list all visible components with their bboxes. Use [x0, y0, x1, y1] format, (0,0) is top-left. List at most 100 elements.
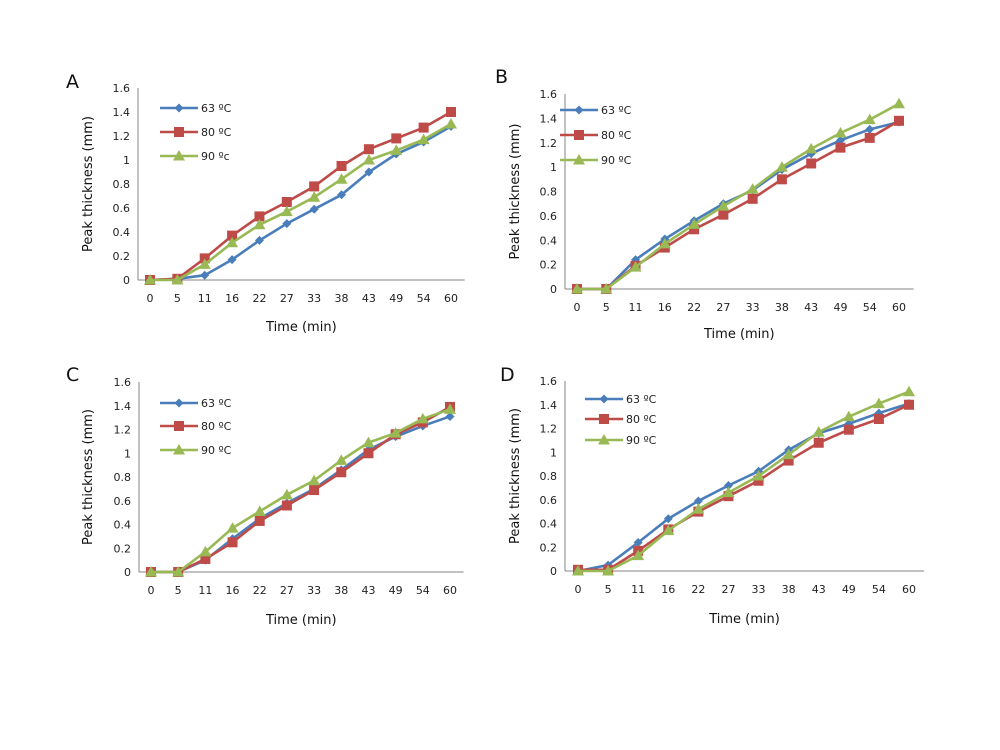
x-tick-label: 16 [226, 584, 240, 597]
legend-marker [174, 127, 184, 137]
data-point [863, 113, 876, 125]
x-tick-label: 0 [148, 584, 155, 597]
x-tick-label: 5 [605, 583, 612, 596]
x-tick-label: 43 [361, 584, 375, 597]
data-point [227, 255, 237, 265]
data-point [416, 412, 429, 424]
y-tick-label: 0.2 [113, 250, 131, 263]
x-tick-label: 43 [812, 583, 826, 596]
y-tick-label: 1.6 [540, 375, 558, 388]
data-point [632, 549, 645, 561]
x-tick-label: 54 [416, 584, 430, 597]
x-tick-label: 38 [334, 584, 348, 597]
x-tick-label: 33 [746, 301, 760, 314]
series-line [150, 122, 452, 282]
x-tick-label: 60 [892, 301, 906, 314]
data-point [633, 538, 643, 547]
series-1 [573, 399, 914, 575]
data-point [813, 437, 824, 448]
data-point [873, 414, 884, 424]
legend-label: 80 ºC [601, 129, 632, 142]
data-point [171, 274, 184, 285]
x-axis-label: Time (min) [703, 327, 775, 342]
data-point [362, 154, 375, 165]
legend-label: 63 ºC [201, 397, 232, 410]
y-tick-label: 0.6 [540, 210, 558, 223]
y-tick-label: 0.6 [114, 495, 132, 508]
y-tick-label: 1 [123, 154, 130, 167]
series-line [577, 119, 900, 291]
data-point [572, 565, 584, 576]
legend-marker [598, 434, 610, 445]
series-2 [572, 385, 915, 576]
x-tick-label: 27 [716, 301, 730, 314]
x-tick-label: 22 [691, 583, 705, 596]
x-tick-label: 22 [687, 301, 701, 314]
series-1 [572, 115, 904, 294]
y-tick-label: 0.8 [540, 186, 558, 199]
x-tick-label: 11 [198, 584, 212, 597]
x-tick-label: 22 [252, 292, 266, 305]
y-tick-label: 0.2 [540, 259, 558, 272]
legend-item: 63 ºC [560, 104, 632, 117]
data-point [281, 197, 292, 207]
data-point [776, 174, 787, 185]
x-tick-label: 60 [443, 584, 457, 597]
x-tick-label: 43 [362, 292, 376, 305]
y-axis-label: Peak thickness (mm) [508, 408, 523, 544]
data-point [391, 133, 402, 144]
y-axis-label: Peak thickness (mm) [81, 116, 96, 252]
legend-marker [574, 105, 584, 115]
x-tick-label: 0 [575, 583, 582, 596]
legend-item: 63 ºC [585, 393, 657, 406]
y-tick-label: 0.4 [540, 518, 558, 531]
x-tick-label: 5 [175, 584, 182, 597]
data-point [337, 190, 347, 200]
data-point [364, 167, 374, 177]
data-point [418, 122, 429, 133]
series-2 [145, 403, 456, 577]
legend-item: 90 ºc [160, 150, 230, 163]
y-tick-label: 1.4 [540, 399, 558, 412]
legend-label: 63 ºC [201, 102, 232, 115]
x-tick-label: 0 [147, 292, 154, 305]
x-axis-label: Time (min) [265, 613, 337, 628]
legend-marker [174, 398, 184, 408]
data-point [199, 545, 212, 557]
data-point [445, 118, 457, 129]
data-point [226, 522, 239, 533]
legend-label: 80 ºC [201, 126, 232, 139]
legend-label: 90 ºc [201, 150, 230, 163]
data-point [144, 274, 156, 285]
legend-marker [174, 103, 184, 113]
data-point [835, 142, 846, 153]
x-tick-label: 11 [198, 292, 212, 305]
y-tick-label: 1.2 [114, 424, 132, 437]
data-point [893, 97, 905, 109]
data-point [198, 258, 211, 269]
legend-label: 63 ºC [601, 104, 632, 117]
panel-label: D [500, 364, 515, 386]
data-point [775, 161, 788, 172]
x-tick-label: 16 [658, 301, 672, 314]
data-point [446, 107, 456, 117]
y-tick-label: 0.8 [113, 178, 131, 191]
data-point [200, 270, 210, 280]
y-tick-label: 1.2 [540, 137, 558, 150]
data-point [280, 488, 293, 500]
legend-marker [173, 150, 185, 161]
series-line [578, 390, 910, 573]
legend-label: 80 ºC [626, 413, 657, 426]
data-point [172, 566, 185, 577]
y-tick-label: 1.4 [114, 400, 132, 413]
x-tick-label: 49 [389, 584, 403, 597]
data-point [835, 135, 845, 145]
x-tick-label: 38 [775, 301, 789, 314]
data-point [689, 224, 700, 235]
x-tick-label: 33 [307, 584, 321, 597]
x-tick-label: 16 [661, 583, 675, 596]
x-tick-label: 60 [444, 292, 458, 305]
data-point [602, 565, 615, 576]
data-point [806, 158, 817, 169]
y-tick-label: 1.6 [540, 88, 558, 101]
